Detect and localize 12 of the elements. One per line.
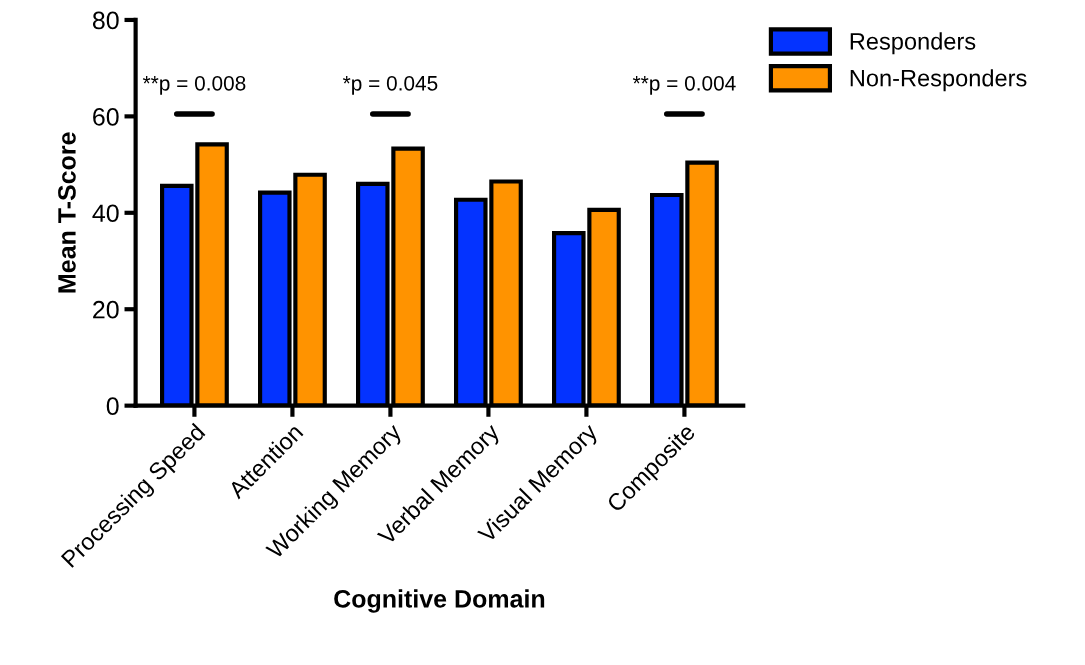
legend-label: Responders — [850, 32, 976, 55]
annotation: **p = 0.004 — [632, 75, 736, 95]
y-tick-label: 40 — [92, 204, 119, 223]
x-axis-title: Cognitive Domain — [334, 589, 545, 613]
y-tick-label: 80 — [92, 11, 119, 30]
legend-label: Non-Responders — [850, 69, 1027, 92]
annotation: **p = 0.008 — [142, 75, 246, 95]
y-tick-label: 60 — [93, 107, 119, 126]
y-tick-label: 0 — [106, 397, 119, 415]
y-axis-title: Mean T-Score — [58, 132, 76, 293]
annotation: *p = 0.045 — [342, 75, 438, 95]
y-tick-label: 20 — [93, 300, 119, 319]
